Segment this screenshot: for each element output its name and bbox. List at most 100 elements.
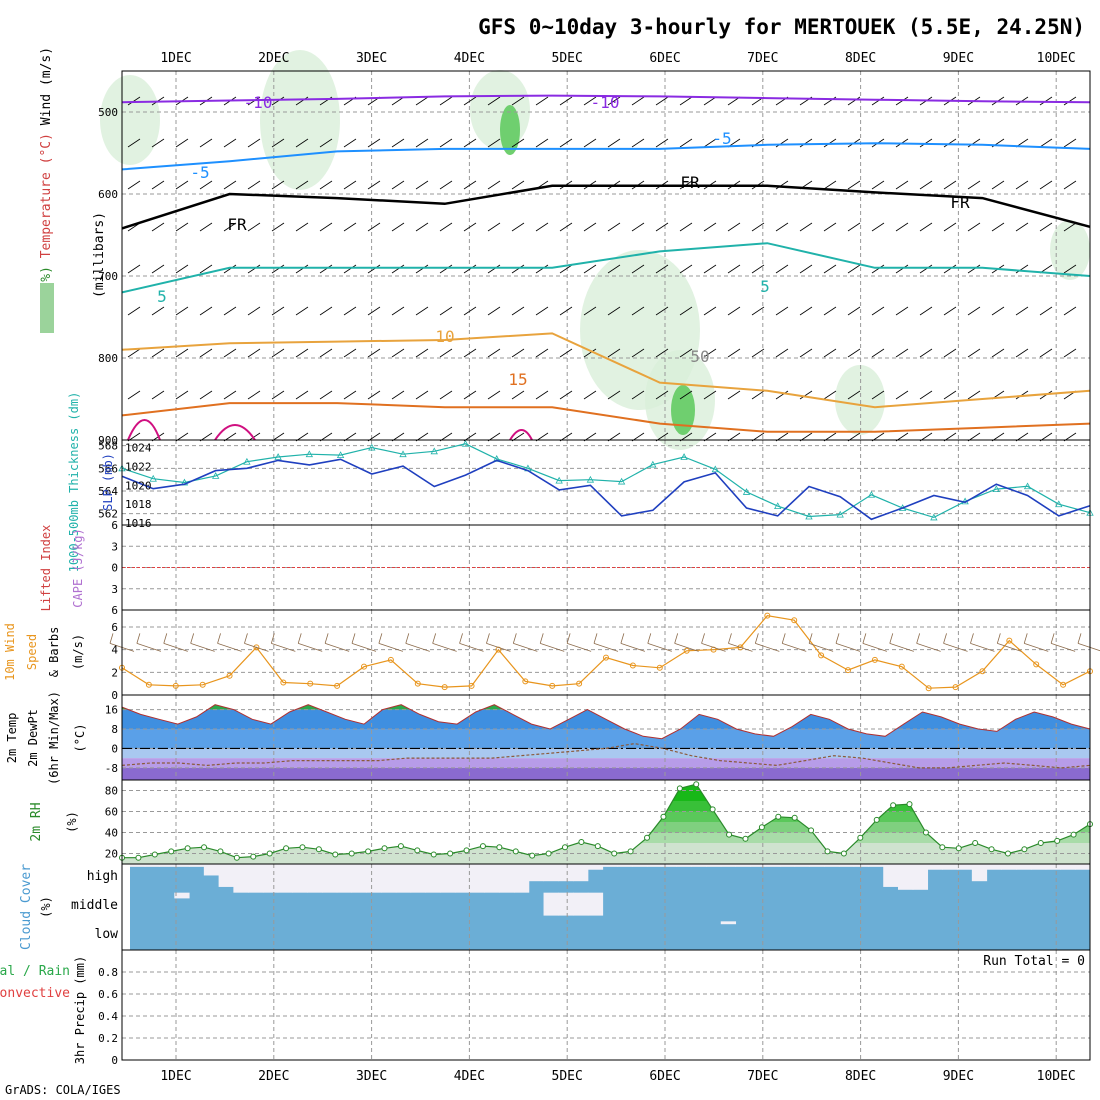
date-label-bottom: 6DEC	[649, 1069, 680, 1084]
wind-barb-10m	[432, 633, 437, 644]
temp-line	[121, 704, 1091, 740]
thickness-tick-label: 564	[98, 485, 118, 498]
wind-barb	[991, 306, 1005, 316]
cloud-cell	[779, 864, 796, 867]
wind-barb	[823, 222, 837, 232]
wind-speed-point	[441, 684, 448, 691]
wind-speed-point	[898, 663, 905, 670]
slp-point	[461, 439, 470, 447]
rh-axis-label: 2m RH	[29, 802, 44, 841]
wind-barb	[391, 264, 405, 274]
precip-tick-label: 0.8	[98, 966, 118, 979]
wind-barb	[247, 390, 261, 400]
contour-label: 5	[157, 287, 167, 306]
wind-barb	[703, 348, 717, 358]
data-layer	[109, 94, 1100, 861]
wind-barb	[367, 222, 381, 232]
wind-barb	[343, 348, 357, 358]
date-label-bottom: 9DEC	[943, 1069, 974, 1084]
wind-barb-10m	[271, 643, 296, 652]
wind-barb-10m	[889, 643, 914, 652]
wind-barb	[967, 348, 981, 358]
wind-speed-point	[172, 682, 179, 689]
rh-point	[365, 848, 372, 855]
cloud-cell	[794, 864, 810, 867]
wind-barb	[775, 264, 789, 274]
wind-axis-label-2: Speed	[25, 634, 39, 670]
precip-axis-label: 3hr Precip (mm)	[73, 956, 87, 1064]
cloud-cell	[898, 864, 914, 890]
date-label-bottom: 3DEC	[356, 1069, 387, 1084]
wind-barb-10m	[916, 643, 941, 652]
wind-barb	[343, 390, 357, 400]
wind-barb	[871, 390, 885, 400]
rh-point	[824, 848, 831, 855]
slp-point	[992, 485, 1000, 493]
cloud-cell	[351, 864, 367, 893]
contour-label: -5	[190, 163, 209, 182]
slp-tick-label: 1018	[125, 498, 152, 511]
wind-barb	[127, 96, 141, 106]
wind-barb-10m	[351, 643, 377, 652]
slp-point	[836, 510, 844, 518]
rh-point	[496, 844, 503, 851]
wind-tick-label: 0	[111, 689, 118, 702]
wind-barb	[319, 138, 333, 148]
wind-barb-10m	[996, 633, 1001, 644]
wind-barb	[199, 306, 213, 316]
wind-barb	[919, 180, 933, 190]
cloud-cell	[543, 864, 559, 882]
cloud-cell	[691, 864, 707, 867]
cloud-cell	[454, 864, 471, 893]
slp-tick-label: 1020	[125, 479, 152, 492]
wind-barb	[943, 264, 957, 274]
wind-barb	[655, 138, 669, 148]
date-label-top: 4DEC	[454, 51, 485, 66]
footer-credit: GrADS: COLA/IGES	[5, 1083, 121, 1097]
wind-barb	[751, 264, 765, 274]
wind-barb	[871, 348, 885, 358]
frames-layer	[121, 70, 1091, 1061]
cloud-cell	[853, 864, 869, 867]
wind-barb	[919, 264, 933, 274]
cloud-cell	[706, 864, 722, 867]
cloud-cell	[189, 864, 205, 867]
cloud-cell	[1045, 864, 1061, 870]
cloud-cell	[248, 864, 264, 893]
run-total-label: Run Total = 0	[983, 954, 1085, 969]
wind-barb	[559, 390, 573, 400]
wind-barb	[559, 306, 573, 316]
wind-barb	[415, 138, 429, 148]
rh-point	[611, 850, 618, 857]
wind-barb-10m	[835, 633, 840, 644]
wind-barb-10m	[190, 633, 195, 644]
rh-point	[217, 848, 224, 855]
wind-speed-line	[121, 615, 1091, 689]
rh-point	[545, 850, 552, 857]
wind-barb	[703, 306, 717, 316]
rh-shading	[470, 70, 530, 150]
slp-point	[1055, 500, 1063, 508]
wind-barb	[199, 264, 213, 274]
contour-label: 50	[690, 347, 709, 366]
wind-barb	[151, 180, 165, 190]
pressure-tick-label: 900	[98, 434, 118, 447]
wind-barb	[703, 390, 717, 400]
wind-barb	[583, 138, 597, 148]
wind-barb-10m	[324, 643, 350, 652]
slp-point	[149, 474, 157, 482]
wind-barb	[991, 222, 1005, 232]
cloud-cell	[1001, 864, 1017, 870]
wind-barb	[271, 138, 285, 148]
wind-barb	[775, 348, 789, 358]
wind-barb	[631, 138, 645, 148]
wind-barb	[751, 222, 765, 232]
wind-speed-point	[522, 678, 529, 685]
wind-barb	[535, 96, 549, 106]
wind-barb	[727, 348, 741, 358]
wind-barb	[343, 138, 357, 148]
slp-tick-label: 1022	[125, 460, 152, 473]
wind-barb	[631, 264, 645, 274]
wind-barb	[775, 306, 789, 316]
wind-barb-10m	[217, 643, 242, 652]
